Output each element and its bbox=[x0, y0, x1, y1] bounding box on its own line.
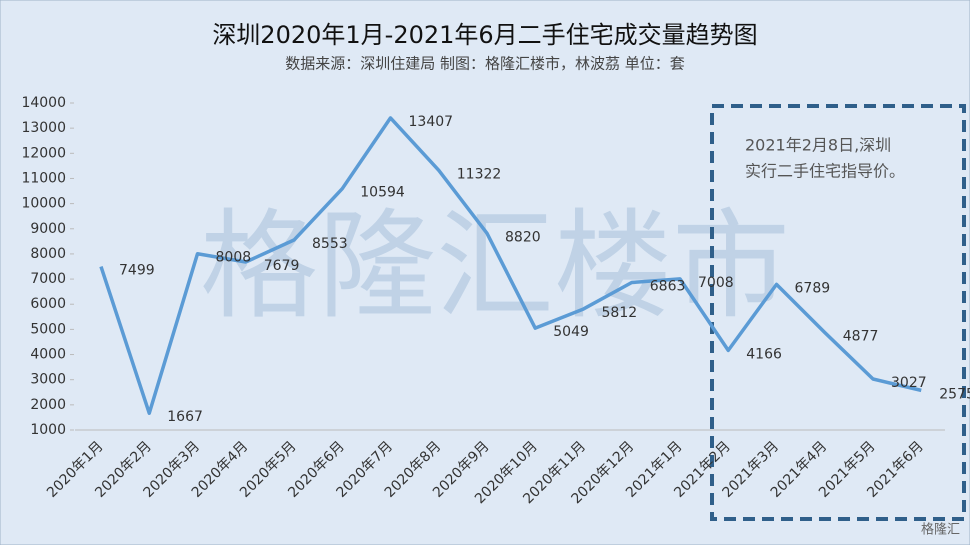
data-label: 2575 bbox=[939, 386, 970, 402]
y-tick-label: 2000 bbox=[30, 397, 66, 413]
y-tick-label: 6000 bbox=[30, 296, 66, 312]
highlight-box bbox=[710, 104, 966, 521]
y-tick-label: 7000 bbox=[30, 271, 66, 287]
y-tick-label: 10000 bbox=[21, 196, 66, 212]
data-label: 5049 bbox=[553, 324, 589, 340]
line bbox=[99, 116, 922, 415]
y-tick-label: 14000 bbox=[21, 95, 66, 111]
data-label: 7679 bbox=[264, 258, 300, 274]
chart-subtitle: 数据来源：深圳住建局 制图：格隆汇楼市，林波茘 单位：套 bbox=[285, 55, 685, 73]
y-tick-label: 12000 bbox=[21, 145, 66, 161]
annotation: 2021年2月8日,深圳 bbox=[745, 136, 891, 155]
y-tick-label: 9000 bbox=[30, 221, 66, 237]
y-tick-label: 11000 bbox=[21, 170, 66, 186]
data-label: 10594 bbox=[360, 185, 405, 201]
y-tick-label: 5000 bbox=[30, 321, 66, 337]
data-label: 1667 bbox=[167, 409, 203, 425]
data-label: 13407 bbox=[409, 114, 454, 130]
y-tick-label: 4000 bbox=[30, 347, 66, 363]
data-label: 7499 bbox=[119, 263, 155, 279]
data-label: 6863 bbox=[650, 279, 686, 295]
annotation: 实行二手住宅指导价。 bbox=[745, 162, 905, 181]
data-label: 8008 bbox=[216, 250, 252, 266]
chart-title: 深圳2020年1月-2021年6月二手住宅成交量趋势图 bbox=[212, 21, 757, 49]
data-label: 8820 bbox=[505, 229, 541, 245]
y-tick-label: 3000 bbox=[30, 372, 66, 388]
data-label: 4877 bbox=[843, 328, 879, 344]
data-label: 4166 bbox=[746, 346, 782, 362]
data-label: 3027 bbox=[891, 375, 927, 391]
data-label: 7008 bbox=[698, 275, 734, 291]
y-tick-label: 13000 bbox=[21, 120, 66, 136]
y-tick-label: 1000 bbox=[30, 422, 66, 438]
data-label: 6789 bbox=[795, 280, 831, 296]
watermark: 格隆汇楼市 bbox=[200, 197, 790, 335]
y-tick-label: 8000 bbox=[30, 246, 66, 262]
logo: 格隆汇 bbox=[921, 522, 960, 538]
data-label: 8553 bbox=[312, 236, 348, 252]
data-label: 5812 bbox=[602, 305, 638, 321]
data-label: 11322 bbox=[457, 166, 502, 182]
